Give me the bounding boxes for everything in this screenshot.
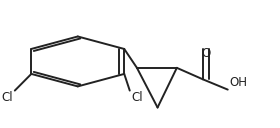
Text: Cl: Cl [131, 91, 143, 104]
Text: OH: OH [229, 76, 247, 89]
Text: O: O [201, 47, 211, 60]
Text: Cl: Cl [2, 91, 13, 104]
